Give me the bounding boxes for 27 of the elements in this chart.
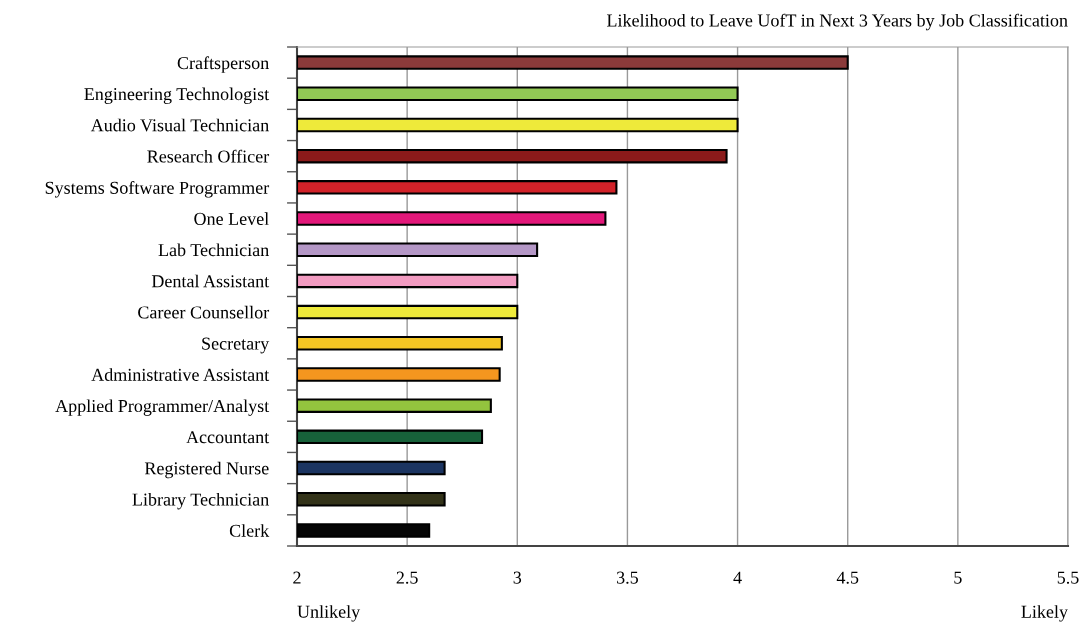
y-tick-label: Library Technician [132,492,269,510]
x-tick-label: 5.5 [1057,571,1079,584]
x-tick-label: 2 [293,571,301,584]
y-tick-label: Registered Nurse [144,461,269,479]
x-tick-label: 3 [513,571,522,584]
y-tick-label: Accountant [186,431,270,444]
y-tick-label: Lab Technician [158,243,269,257]
y-tick-label: Engineering Technologist [84,87,270,104]
y-tick-label: One Level [194,212,269,225]
y-tick-label: Secretary [202,337,270,354]
x-tick-label: 5 [954,571,962,584]
y-tick-label: Craftsperson [177,56,269,73]
y-tick-label: Research Officer [147,149,270,163]
x-tick-label: 4.5 [836,571,859,584]
y-tick-label: Applied Programmer/Analyst [55,399,270,416]
y-tick-label: Dental Assistant [151,274,270,288]
x-tick-label: 2.5 [396,571,418,584]
text: Likely [1021,605,1068,622]
y-tick-label: Career Counsellor [138,305,270,319]
y-tick-label: Clerk [229,524,270,537]
x-tick-label: 4 [733,571,742,584]
y-tick-label: Audio Visual Technician [90,118,269,132]
x-tick-label: 3.5 [617,571,639,584]
y-tick-label: Systems Software Programmer [45,180,270,198]
chart-title: Likelihood to Leave UofT in Next 3 Years by Job Classification [606,13,1068,31]
text: Unlikely [297,605,361,622]
y-tick-label: Administrative Assistant [91,368,270,381]
